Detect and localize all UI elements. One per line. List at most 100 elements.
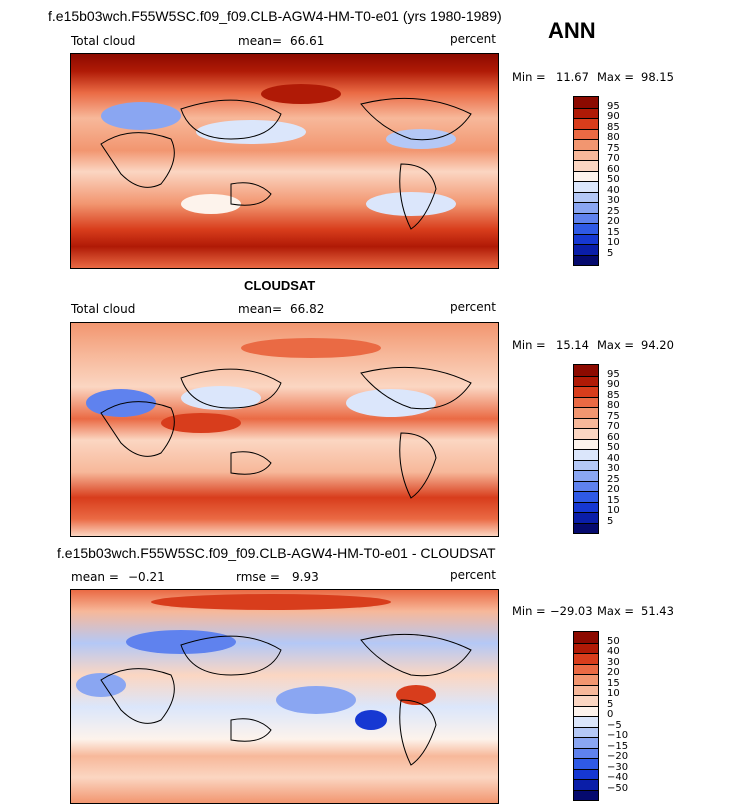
colorbar-segment: [574, 97, 598, 108]
panel3-units: percent: [450, 568, 496, 582]
panel2-min-label: Min =: [512, 338, 546, 352]
colorbar-segment: [574, 747, 598, 758]
colorbar-tick-label: 40: [607, 452, 620, 464]
colorbar-tick-label: −20: [607, 751, 629, 762]
colorbar-segment: [574, 365, 598, 376]
colorbar-segment: [574, 128, 598, 139]
panel1-units: percent: [450, 32, 496, 46]
colorbar-tick-label: 75: [607, 410, 620, 422]
colorbar-segment: [574, 674, 598, 685]
colorbar-segment: [574, 233, 598, 244]
colorbar-tick-label: 50: [607, 174, 620, 185]
colorbar-segment: [574, 737, 598, 748]
panel1-variable: Total cloud: [71, 34, 136, 48]
colorbar-tick-label: 15: [607, 677, 620, 689]
colorbar-segment: [574, 386, 598, 397]
panel2-colorbar: [573, 364, 599, 534]
colorbar-segment: [574, 470, 598, 481]
colorbar-tick-label: 80: [607, 400, 620, 411]
colorbar-tick-label: 85: [607, 389, 620, 401]
colorbar-tick-label: 5: [607, 247, 614, 259]
panel1-mean-label: mean=: [238, 34, 283, 48]
panel3-rmse-value: 9.93: [292, 570, 319, 584]
colorbar-tick-label: 80: [607, 132, 620, 143]
colorbar-tick-label: 50: [607, 635, 620, 647]
colorbar-tick-label: 5: [607, 515, 614, 527]
panel3-rmse-label: rmse =: [236, 570, 280, 584]
colorbar-tick-label: 50: [607, 442, 620, 453]
colorbar-tick-label: 70: [607, 153, 620, 164]
panel3-max-label: Max =: [597, 604, 635, 618]
colorbar-segment: [574, 779, 598, 790]
panel1-map-field: [71, 54, 498, 268]
colorbar-segment: [574, 170, 598, 181]
colorbar-tick-label: 30: [607, 195, 620, 206]
panel2-map-field: [71, 323, 498, 536]
colorbar-segment: [574, 160, 598, 171]
colorbar-segment: [574, 254, 598, 265]
panel3-min-value: −29.03: [550, 604, 593, 618]
colorbar-tick-label: −50: [607, 782, 629, 794]
colorbar-segment: [574, 758, 598, 769]
colorbar-tick-label: 90: [607, 379, 620, 390]
colorbar-tick-label: 30: [607, 656, 620, 668]
colorbar-tick-label: 25: [607, 473, 620, 485]
colorbar-tick-label: −15: [607, 740, 629, 752]
panel1-min-value: 11.67: [556, 70, 589, 84]
colorbar-segment: [574, 726, 598, 737]
panel3-title: f.e15b03wch.F55W5SC.f09_f09.CLB-AGW4-HM-…: [57, 545, 496, 561]
colorbar-tick-label: 60: [607, 431, 620, 443]
panel1-max-label: Max =: [597, 70, 635, 84]
panel2-max-value: 94.20: [641, 338, 674, 352]
colorbar-tick-label: 40: [607, 646, 620, 657]
colorbar-tick-label: −40: [607, 772, 629, 783]
colorbar-segment: [574, 522, 598, 533]
panel1-map: [70, 53, 499, 269]
colorbar-segment: [574, 684, 598, 695]
colorbar-segment: [574, 244, 598, 255]
colorbar-segment: [574, 118, 598, 129]
colorbar-segment: [574, 375, 598, 386]
colorbar-tick-label: 95: [607, 100, 620, 112]
colorbar-tick-label: 10: [607, 237, 620, 248]
panel1-colorbar: [573, 96, 599, 266]
colorbar-segment: [574, 705, 598, 716]
panel3-map: [70, 589, 499, 804]
season-label: ANN: [548, 18, 596, 43]
colorbar-tick-label: −5: [607, 719, 622, 731]
colorbar-tick-label: 10: [607, 688, 620, 699]
colorbar-segment: [574, 663, 598, 674]
panel2-variable: Total cloud: [71, 302, 136, 316]
colorbar-segment: [574, 768, 598, 779]
colorbar-segment: [574, 223, 598, 234]
colorbar-segment: [574, 695, 598, 706]
colorbar-segment: [574, 212, 598, 223]
colorbar-segment: [574, 438, 598, 449]
colorbar-tick-label: 10: [607, 505, 620, 516]
colorbar-segment: [574, 191, 598, 202]
colorbar-tick-label: 60: [607, 163, 620, 175]
colorbar-tick-label: 75: [607, 142, 620, 154]
colorbar-tick-label: 5: [607, 698, 614, 710]
panel3-min-label: Min =: [512, 604, 546, 618]
colorbar-segment: [574, 428, 598, 439]
panel1-max-value: 98.15: [641, 70, 674, 84]
colorbar-tick-label: 30: [607, 463, 620, 474]
panel2-units: percent: [450, 300, 496, 314]
panel2-max-label: Max =: [597, 338, 635, 352]
colorbar-segment: [574, 491, 598, 502]
colorbar-segment: [574, 139, 598, 150]
colorbar-segment: [574, 653, 598, 664]
panel2-map: [70, 322, 499, 537]
colorbar-segment: [574, 181, 598, 192]
colorbar-segment: [574, 202, 598, 213]
colorbar-segment: [574, 512, 598, 523]
colorbar-segment: [574, 417, 598, 428]
colorbar-tick-label: 15: [607, 226, 620, 238]
colorbar-segment: [574, 449, 598, 460]
panel3-map-field: [71, 590, 498, 803]
colorbar-tick-label: 90: [607, 111, 620, 122]
colorbar-segment: [574, 459, 598, 470]
panel3-colorbar: [573, 631, 599, 801]
colorbar-tick-label: 85: [607, 121, 620, 133]
